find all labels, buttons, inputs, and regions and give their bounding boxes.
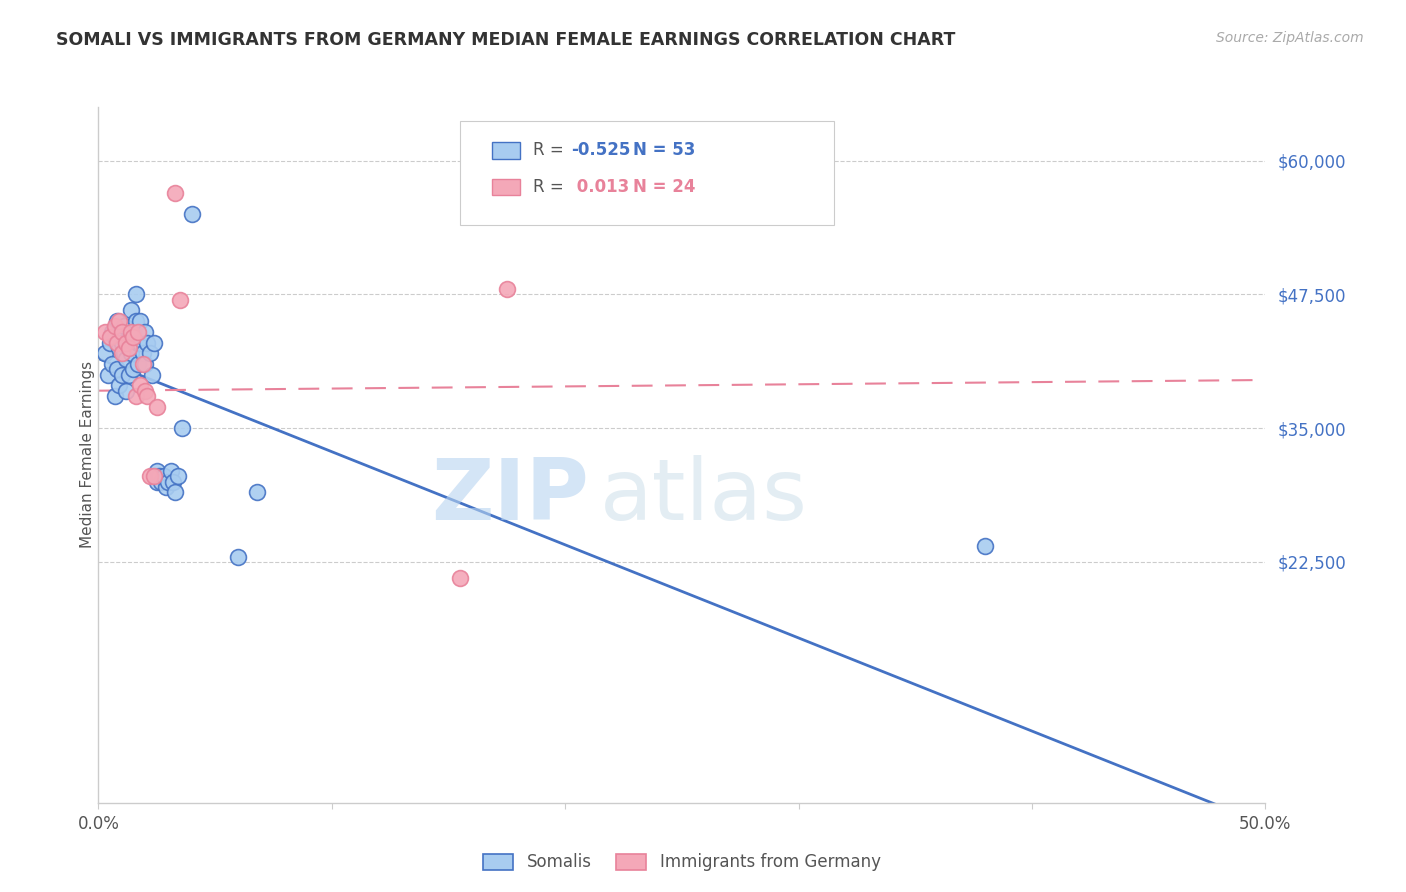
Point bbox=[169, 293, 191, 307]
Point bbox=[172, 421, 194, 435]
Point bbox=[104, 389, 127, 403]
Point bbox=[108, 314, 131, 328]
Point bbox=[120, 303, 142, 318]
Text: N = 24: N = 24 bbox=[633, 178, 696, 196]
Point bbox=[98, 330, 121, 344]
Point bbox=[118, 368, 141, 382]
Point bbox=[104, 319, 127, 334]
Point bbox=[228, 549, 250, 564]
Point bbox=[127, 325, 149, 339]
Point bbox=[105, 314, 128, 328]
Point bbox=[101, 357, 124, 371]
Point bbox=[111, 368, 134, 382]
Point bbox=[162, 475, 184, 489]
Point bbox=[115, 335, 138, 350]
Point bbox=[118, 341, 141, 355]
Point bbox=[134, 357, 156, 371]
Text: SOMALI VS IMMIGRANTS FROM GERMANY MEDIAN FEMALE EARNINGS CORRELATION CHART: SOMALI VS IMMIGRANTS FROM GERMANY MEDIAN… bbox=[56, 31, 956, 49]
Point bbox=[120, 346, 142, 360]
Point bbox=[112, 346, 135, 360]
Point bbox=[125, 389, 148, 403]
Point bbox=[180, 207, 202, 221]
Text: Source: ZipAtlas.com: Source: ZipAtlas.com bbox=[1216, 31, 1364, 45]
Point bbox=[105, 335, 128, 350]
Point bbox=[101, 325, 124, 339]
Point bbox=[143, 335, 166, 350]
Point bbox=[136, 389, 159, 403]
Point bbox=[246, 485, 269, 500]
Point bbox=[111, 325, 134, 339]
Point bbox=[122, 362, 145, 376]
Text: atlas: atlas bbox=[600, 455, 808, 538]
FancyBboxPatch shape bbox=[460, 121, 834, 226]
Text: ZIP: ZIP bbox=[430, 455, 589, 538]
Y-axis label: Median Female Earnings: Median Female Earnings bbox=[80, 361, 94, 549]
Point bbox=[132, 346, 155, 360]
Text: N = 53: N = 53 bbox=[633, 141, 696, 159]
Point bbox=[139, 469, 162, 483]
Point bbox=[146, 464, 169, 478]
Point bbox=[97, 368, 120, 382]
Point bbox=[94, 325, 117, 339]
Text: -0.525: -0.525 bbox=[571, 141, 630, 159]
Point bbox=[132, 357, 155, 371]
FancyBboxPatch shape bbox=[492, 178, 520, 195]
Point bbox=[111, 325, 134, 339]
Point bbox=[141, 368, 163, 382]
Point bbox=[449, 571, 471, 585]
Point bbox=[125, 287, 148, 301]
Point bbox=[129, 335, 152, 350]
Point bbox=[136, 335, 159, 350]
Point bbox=[129, 314, 152, 328]
Point bbox=[105, 362, 128, 376]
Point bbox=[152, 469, 174, 483]
Point bbox=[122, 330, 145, 344]
Point bbox=[495, 282, 517, 296]
Legend: Somalis, Immigrants from Germany: Somalis, Immigrants from Germany bbox=[477, 847, 887, 878]
Point bbox=[974, 539, 997, 553]
Point bbox=[111, 335, 134, 350]
Point bbox=[139, 346, 162, 360]
Point bbox=[166, 469, 188, 483]
Point bbox=[94, 346, 117, 360]
Point bbox=[143, 469, 166, 483]
Point bbox=[108, 378, 131, 392]
Point bbox=[129, 378, 152, 392]
Point bbox=[165, 485, 187, 500]
FancyBboxPatch shape bbox=[492, 142, 520, 159]
Text: 0.013: 0.013 bbox=[571, 178, 630, 196]
Point bbox=[150, 475, 173, 489]
Point bbox=[165, 186, 187, 200]
Point bbox=[115, 351, 138, 366]
Point bbox=[111, 346, 134, 360]
Point bbox=[104, 330, 127, 344]
Point bbox=[134, 384, 156, 398]
Point bbox=[115, 384, 138, 398]
Point bbox=[159, 464, 181, 478]
Point bbox=[98, 335, 121, 350]
Point bbox=[118, 335, 141, 350]
Point bbox=[122, 325, 145, 339]
Point bbox=[148, 469, 170, 483]
Point bbox=[125, 314, 148, 328]
Point bbox=[146, 475, 169, 489]
Point bbox=[108, 341, 131, 355]
Point bbox=[155, 480, 177, 494]
Point bbox=[112, 319, 135, 334]
Point bbox=[127, 335, 149, 350]
Point bbox=[146, 400, 169, 414]
Point bbox=[157, 475, 180, 489]
Point bbox=[127, 357, 149, 371]
Text: R =: R = bbox=[533, 141, 568, 159]
Text: R =: R = bbox=[533, 178, 568, 196]
Point bbox=[134, 325, 156, 339]
Point bbox=[120, 325, 142, 339]
